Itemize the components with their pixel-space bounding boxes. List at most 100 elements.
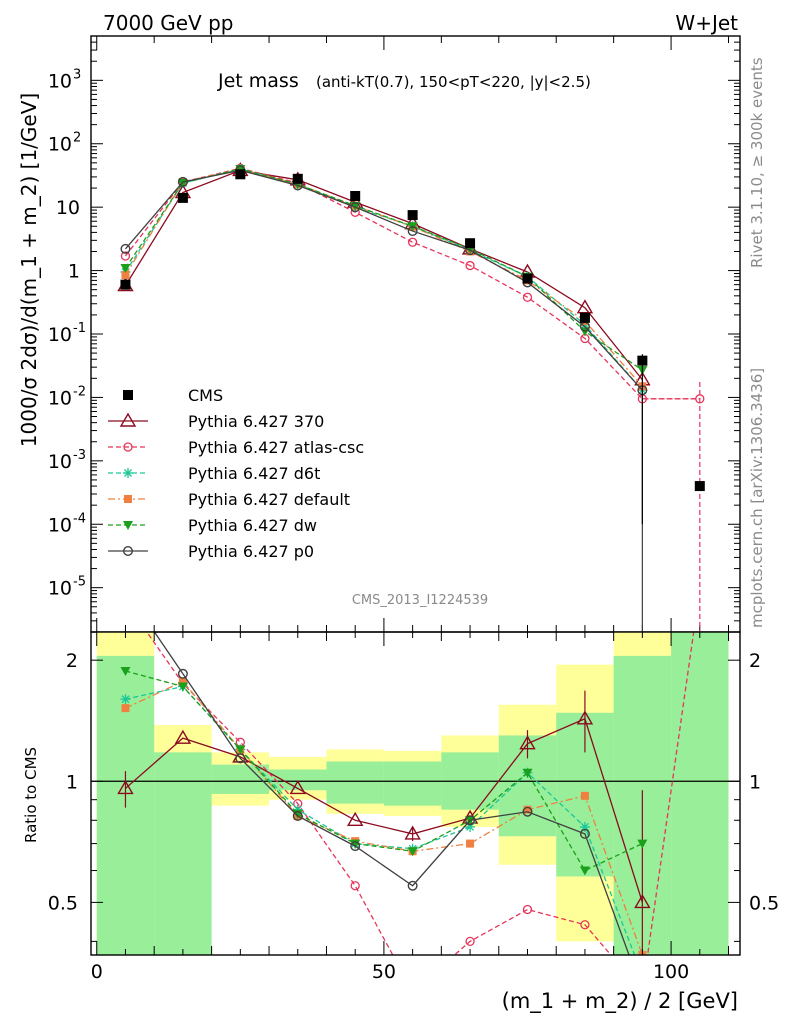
ratio-band-green bbox=[383, 761, 442, 806]
legend-marker bbox=[123, 468, 133, 478]
legend-marker bbox=[123, 390, 133, 400]
cms-point bbox=[694, 481, 705, 492]
cms-point bbox=[292, 173, 303, 184]
ratio-x-tick-label: 0 bbox=[91, 961, 103, 983]
main-title-text: Jet mass bbox=[217, 70, 299, 92]
main-point bbox=[407, 226, 418, 237]
ratio-x-tick-label: 50 bbox=[372, 961, 396, 983]
ratio-point bbox=[235, 745, 246, 755]
main-title-cut: (anti-kT(0.7), 150<pT<220, |y|<2.5) bbox=[316, 73, 591, 91]
ratio-point bbox=[466, 839, 475, 848]
ratio-point bbox=[637, 970, 647, 980]
main-point bbox=[576, 299, 594, 314]
ratio-y-tick-label: 2 bbox=[66, 650, 78, 672]
ratio-point bbox=[409, 988, 417, 996]
cms-point bbox=[350, 190, 361, 201]
ratio-plot-area bbox=[91, 585, 740, 996]
main-series-line bbox=[124, 168, 643, 387]
ratio-point bbox=[522, 904, 533, 915]
main-y-tick-label-exp: 2 bbox=[73, 131, 81, 146]
main-point bbox=[120, 251, 131, 261]
legend-label: Pythia 6.427 atlas-csc bbox=[188, 438, 364, 457]
ratio-point bbox=[117, 780, 134, 795]
main-y-tick-label: 10 bbox=[48, 514, 72, 536]
ratio-point bbox=[519, 735, 536, 750]
ratio-point bbox=[522, 806, 533, 817]
ratio-y-tick-label-right: 0.5 bbox=[749, 892, 779, 914]
ratio-point bbox=[177, 682, 188, 692]
legend-marker bbox=[119, 412, 137, 427]
main-series-line bbox=[124, 169, 643, 391]
legend-marker bbox=[123, 521, 133, 530]
ratio-point bbox=[121, 585, 130, 594]
ratio-point bbox=[523, 805, 532, 814]
legend-label: Pythia 6.427 default bbox=[188, 490, 350, 509]
ratio-y-tick-label-right: 2 bbox=[749, 650, 761, 672]
main-y-tick-label-exp: -4 bbox=[73, 511, 86, 526]
main-series-line bbox=[124, 169, 643, 381]
ratio-point bbox=[522, 768, 533, 778]
main-y-tick-label: 10 bbox=[48, 134, 72, 156]
legend-label: Pythia 6.427 370 bbox=[188, 412, 324, 431]
ratio-point bbox=[580, 920, 590, 930]
process-label: W+Jet bbox=[675, 11, 738, 35]
main-point bbox=[121, 271, 130, 280]
ratio-frame bbox=[90, 631, 741, 956]
ratio-point bbox=[178, 677, 187, 686]
ratio-point bbox=[120, 666, 131, 676]
energy-label: 7000 GeV pp bbox=[103, 11, 234, 35]
ratio-point bbox=[121, 704, 130, 713]
legend: CMS Pythia 6.427 370 Pythia 6.427 atlas-cs… bbox=[108, 386, 364, 561]
ratio-point bbox=[350, 841, 361, 852]
legend-label: CMS bbox=[188, 386, 223, 405]
ratio-point bbox=[465, 815, 476, 826]
ratio-point bbox=[634, 894, 651, 909]
ratio-band-green bbox=[671, 632, 729, 955]
cms-point bbox=[407, 210, 418, 221]
ratio-series-line bbox=[146, 632, 695, 955]
ratio-point bbox=[121, 597, 129, 605]
main-point bbox=[465, 260, 475, 271]
ratio-point bbox=[465, 936, 475, 947]
main-point bbox=[522, 292, 533, 302]
main-y-tick-label: 10 bbox=[48, 387, 72, 409]
legend-marker bbox=[123, 442, 133, 452]
ratio-point bbox=[289, 780, 306, 795]
ratio-series-line bbox=[125, 670, 643, 872]
main-y-tick-label-exp: 3 bbox=[73, 67, 81, 82]
ratio-point bbox=[120, 694, 131, 705]
cms-point bbox=[637, 355, 648, 366]
main-y-tick-label: 10 bbox=[48, 70, 72, 92]
legend-marker bbox=[124, 495, 132, 503]
mcplots-label: mcplots.cern.ch [arXiv:1306.3436] bbox=[748, 368, 766, 628]
legend-label: Pythia 6.427 p0 bbox=[188, 542, 314, 561]
main-y-tick-label-exp: -1 bbox=[73, 321, 86, 336]
rivet-label: Rivet 3.1.10, ≥ 300k events bbox=[748, 57, 766, 268]
ratio-band-green bbox=[269, 769, 327, 791]
ratio-point bbox=[346, 811, 364, 826]
main-y-tick-label: 10 bbox=[48, 451, 72, 473]
cms-point bbox=[579, 312, 590, 323]
ratio-y-axis-label: Ratio to CMS bbox=[22, 747, 40, 843]
legend-label: Pythia 6.427 d6t bbox=[188, 464, 320, 483]
legend-label: Pythia 6.427 dw bbox=[188, 516, 317, 535]
ratio-y-tick-label-right: 1 bbox=[749, 771, 761, 793]
main-series-line bbox=[124, 168, 643, 371]
ratio-point bbox=[407, 880, 418, 891]
analysis-id: CMS_2013_I1224539 bbox=[352, 593, 488, 608]
main-point bbox=[407, 237, 418, 247]
cms-point bbox=[235, 169, 246, 180]
main-y-tick-label: 1 bbox=[68, 261, 80, 283]
ratio-point bbox=[350, 881, 360, 891]
ratio-y-tick-label: 0.5 bbox=[48, 892, 78, 914]
ratio-point bbox=[407, 847, 418, 857]
ratio-point bbox=[174, 729, 192, 744]
ratio-series-line bbox=[153, 632, 630, 955]
cms-point bbox=[522, 273, 533, 284]
ratio-point bbox=[404, 825, 421, 840]
ratio-x-tick-label: 100 bbox=[653, 961, 689, 983]
ratio-point bbox=[579, 828, 590, 839]
ratio-point bbox=[576, 710, 594, 725]
main-point bbox=[177, 176, 188, 187]
